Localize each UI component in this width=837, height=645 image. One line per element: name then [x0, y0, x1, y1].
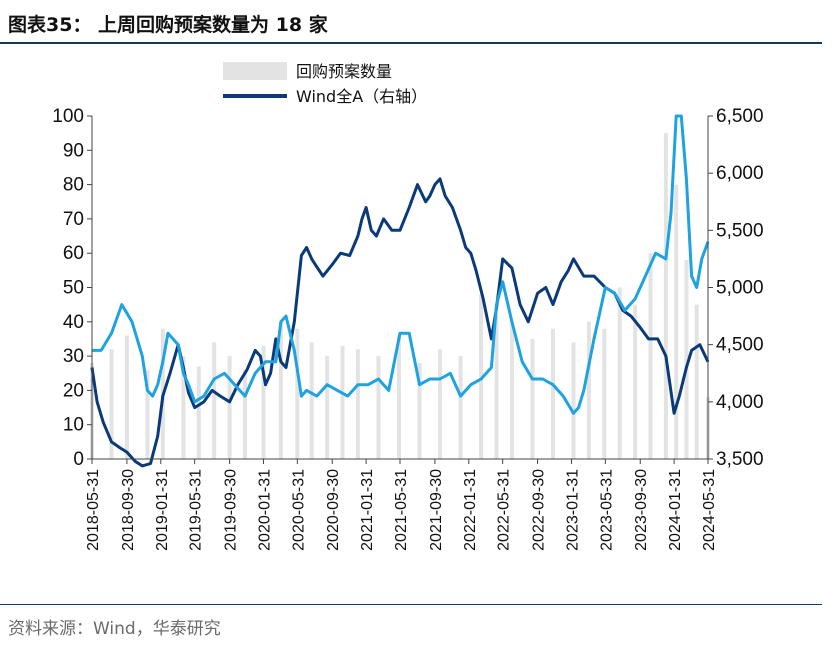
title-divider	[0, 42, 822, 44]
x-tick-label: 2024-05-31	[701, 469, 718, 551]
right-tick-label: 3,500	[716, 449, 764, 470]
x-tick-label: 2018-05-31	[85, 469, 102, 551]
axes: 0 10 20 30 40 50 60 70 80 90 100 3,500 4,000 4,500 5,0…	[52, 106, 763, 551]
x-tick-label: 2020-05-31	[290, 469, 307, 551]
bar-mark	[684, 260, 689, 459]
page-title: 图表35： 上周回购预案数量为 18 家	[8, 14, 328, 36]
bar-mark	[617, 287, 622, 459]
bar-mark	[633, 304, 638, 459]
bar-mark	[586, 321, 591, 459]
bar-mark	[181, 356, 186, 459]
bar-mark	[309, 342, 314, 459]
bar-mark	[278, 321, 283, 459]
x-tick-label: 2019-01-31	[154, 469, 171, 551]
x-tick-label: 2020-01-31	[256, 469, 273, 551]
bar-mark	[109, 349, 114, 459]
x-tick-label: 2023-09-30	[633, 469, 650, 551]
x-tick-label: 2021-05-31	[393, 469, 410, 551]
x-tick-label: 2022-09-30	[531, 469, 548, 551]
wind-all-a-line-dark	[90, 177, 710, 468]
left-tick-label: 90	[63, 140, 84, 161]
x-tick-label: 2024-01-31	[667, 469, 684, 551]
bar-mark	[571, 342, 576, 459]
bar-mark	[396, 335, 401, 459]
bar-mark	[325, 356, 330, 459]
bar-mark	[494, 314, 499, 459]
bar-mark	[295, 328, 300, 459]
chart: 回购预案数量 Wind全A（右轴） 0 10 20 30 40 50 60 70 80 90 100…	[52, 62, 764, 551]
x-tick-label: 2022-05-31	[496, 469, 513, 551]
bar-mark	[663, 133, 668, 459]
left-tick-label: 10	[63, 415, 84, 436]
bar-mark	[479, 294, 484, 459]
bar-mark	[530, 338, 535, 459]
legend: 回购预案数量 Wind全A（右轴）	[223, 62, 427, 106]
right-tick-label: 6,000	[716, 163, 764, 184]
x-tick-label: 2021-01-31	[359, 469, 376, 551]
bar-mark	[648, 253, 653, 459]
left-tick-label: 100	[52, 106, 84, 127]
source-note: 资料来源：Wind，华泰研究	[8, 619, 221, 639]
bar-mark	[458, 356, 463, 459]
bar-mark	[509, 321, 514, 459]
bar-mark	[602, 328, 607, 459]
right-tick-label: 6,500	[716, 106, 764, 127]
left-tick-label: 20	[63, 380, 84, 401]
right-tick-label: 5,000	[716, 278, 764, 299]
bar-mark	[550, 328, 555, 459]
left-tick-label: 50	[63, 278, 84, 299]
bar-mark	[438, 349, 443, 459]
x-tick-label: 2023-05-31	[598, 469, 615, 551]
x-tick-label: 2021-09-30	[428, 469, 445, 551]
x-tick-label: 2019-05-31	[188, 469, 205, 551]
left-tick-label: 40	[63, 312, 84, 333]
legend-bar-label: 回购预案数量	[296, 62, 392, 81]
bar-mark	[196, 366, 201, 459]
bar-mark	[227, 356, 232, 459]
left-tick-label: 70	[63, 209, 84, 230]
bar-mark	[674, 184, 679, 459]
x-tick-label: 2018-09-30	[120, 469, 137, 551]
x-tick-label: 2022-01-31	[462, 469, 479, 551]
right-tick-label: 4,000	[716, 392, 764, 413]
bar-mark	[355, 349, 360, 459]
x-tick-label: 2023-01-31	[564, 469, 581, 551]
legend-line-label: Wind全A（右轴）	[296, 87, 427, 106]
bar-mark	[124, 335, 129, 459]
bar-mark	[242, 369, 247, 459]
wind-all-a-line-light	[92, 114, 710, 415]
bar-mark	[212, 342, 217, 459]
x-tick-label: 2019-09-30	[223, 469, 240, 551]
bar-mark	[417, 362, 422, 459]
footer-divider	[0, 604, 822, 605]
bar-mark	[376, 356, 381, 459]
legend-bar-swatch	[223, 62, 287, 80]
bar-mark	[694, 304, 699, 459]
bar-mark	[261, 345, 266, 459]
bar-mark	[340, 345, 345, 459]
left-tick-label: 30	[63, 346, 84, 367]
right-tick-label: 4,500	[716, 335, 764, 356]
left-tick-label: 60	[63, 243, 84, 264]
right-tick-label: 5,500	[716, 220, 764, 241]
line-series	[90, 114, 710, 468]
left-tick-label: 0	[73, 449, 84, 470]
left-tick-label: 80	[63, 175, 84, 196]
bar-mark	[145, 369, 150, 459]
x-tick-label: 2020-09-30	[325, 469, 342, 551]
